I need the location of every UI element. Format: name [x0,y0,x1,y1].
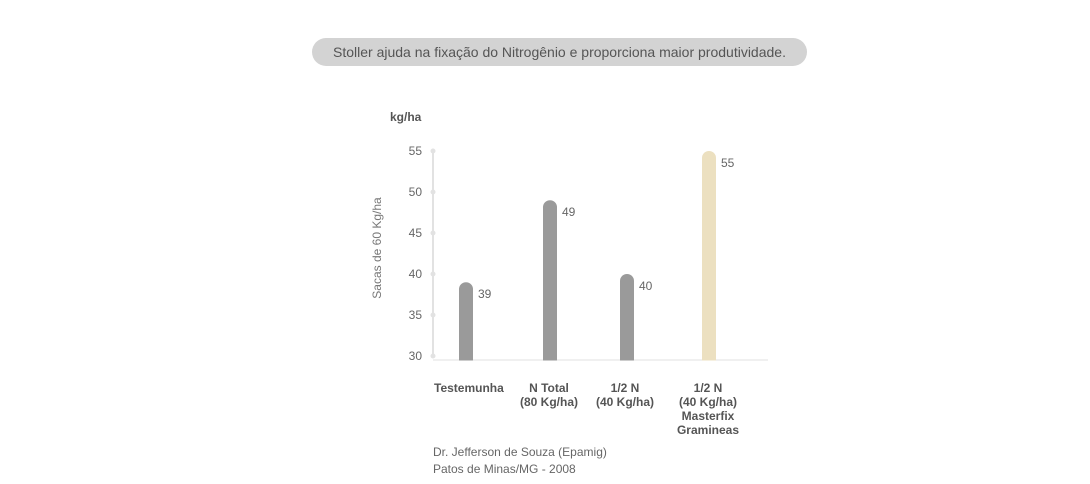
y-tick-label: 40 [409,267,423,281]
bar-value-label: 39 [478,287,492,301]
y-tick-label: 30 [409,349,423,363]
source-credit: Dr. Jefferson de Souza (Epamig) Patos de… [433,444,607,478]
bar-value-label: 55 [721,156,735,170]
x-category-label: N Total (80 Kg/ha) [519,381,578,409]
x-category-label: 1/2 N (40 Kg/ha) [595,381,654,409]
y-tick-label: 35 [409,308,423,322]
y-tick-label: 55 [409,144,423,158]
bar-value-label: 49 [562,205,576,219]
y-tick-mark [430,312,436,318]
x-category-label: 1/2 N (40 Kg/ha) Masterfix Gramineas [676,381,740,437]
source-line-1: Dr. Jefferson de Souza (Epamig) [433,445,607,459]
bar [543,200,557,367]
bar-value-label: 40 [639,279,653,293]
bar-base-mask [440,360,740,373]
y-tick-label: 50 [409,185,423,199]
y-tick-mark [430,189,436,195]
bar [459,282,473,367]
bar [702,151,716,367]
chart-banner-title: Stoller ajuda na fixação do Nitrogênio e… [312,38,807,66]
y-tick-mark [430,353,436,359]
x-category-label: Testemunha [434,381,504,395]
y-tick-mark [430,271,436,277]
source-line-2: Patos de Minas/MG - 2008 [433,462,576,476]
y-tick-label: 45 [409,226,423,240]
unit-label: kg/ha [390,110,422,124]
bar [620,274,634,367]
y-tick-mark [430,148,436,154]
y-tick-mark [430,230,436,236]
